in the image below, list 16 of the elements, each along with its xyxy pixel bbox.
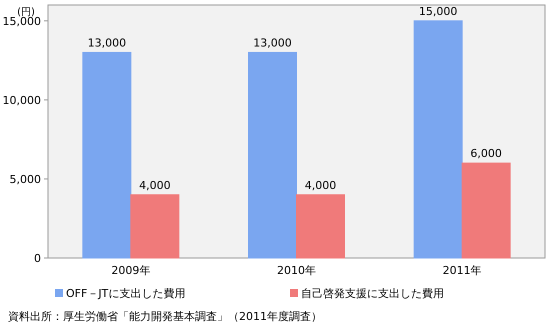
text: 4,000 [139, 178, 171, 192]
legend-label: 自己啓発支援に支出した費用 [301, 287, 444, 300]
text: 4,000 [304, 178, 336, 192]
y-axis-title: (円) [17, 7, 35, 18]
text: 13,000 [253, 36, 292, 50]
text: 資料出所：厚生労働省「能力開発基本調査」（2011年度調査） [8, 310, 322, 323]
y-tick-label: 0 [34, 252, 41, 265]
text: 15,000 [418, 4, 458, 18]
text: 6,000 [470, 147, 502, 160]
x-tick-label: 2009年 [111, 264, 150, 277]
text: 13,000 [88, 36, 126, 50]
legend-label: OFF－JTに支出した費用 [66, 287, 186, 300]
y-tick-label: 10,000 [2, 94, 41, 107]
x-tick-label: 2010年 [277, 264, 316, 277]
x-tick-label: 2011年 [442, 264, 482, 277]
y-tick-label: 5,000 [10, 172, 41, 186]
